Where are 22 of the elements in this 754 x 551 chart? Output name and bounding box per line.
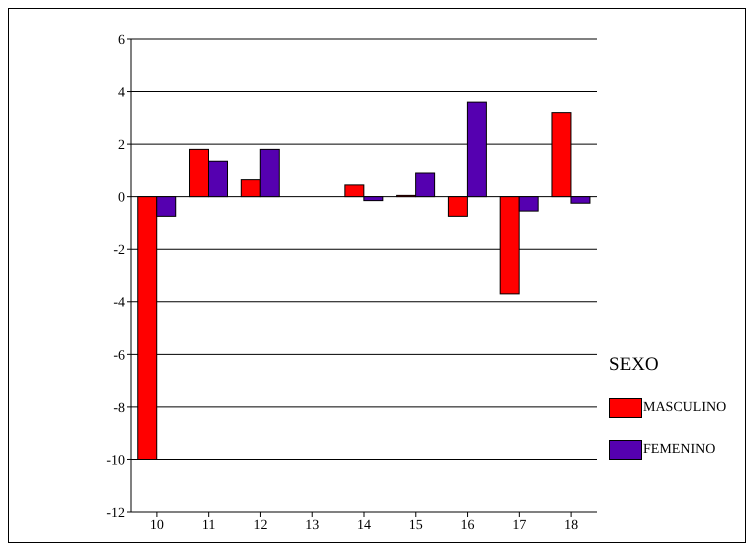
- y-tick-label: 4: [118, 86, 125, 101]
- y-tick-label: 2: [118, 138, 125, 154]
- legend-label: FEMENINO: [643, 442, 716, 458]
- y-tick-label: -2: [113, 243, 125, 258]
- y-tick-label: -10: [106, 453, 125, 468]
- legend-title: SEXO: [609, 354, 660, 376]
- x-tick-label: 10: [150, 518, 164, 533]
- y-tick-label: -6: [113, 348, 125, 364]
- x-tick-label: 14: [357, 518, 371, 533]
- y-tick-label: -8: [113, 400, 125, 416]
- x-tick-label: 11: [202, 518, 216, 533]
- x-tick-label: 13: [305, 518, 320, 533]
- x-tick-label: 12: [253, 518, 268, 533]
- legend-label: MASCULINO: [643, 400, 726, 416]
- x-tick-label: 17: [512, 518, 526, 533]
- x-tick-label: 15: [408, 518, 423, 533]
- y-tick-label: 6: [118, 32, 125, 48]
- x-tick-label: 18: [564, 518, 578, 533]
- y-tick-label: 0: [118, 190, 125, 206]
- x-tick-label: 16: [460, 518, 475, 533]
- y-tick-label: -4: [113, 296, 125, 311]
- y-tick-label: -12: [106, 506, 125, 521]
